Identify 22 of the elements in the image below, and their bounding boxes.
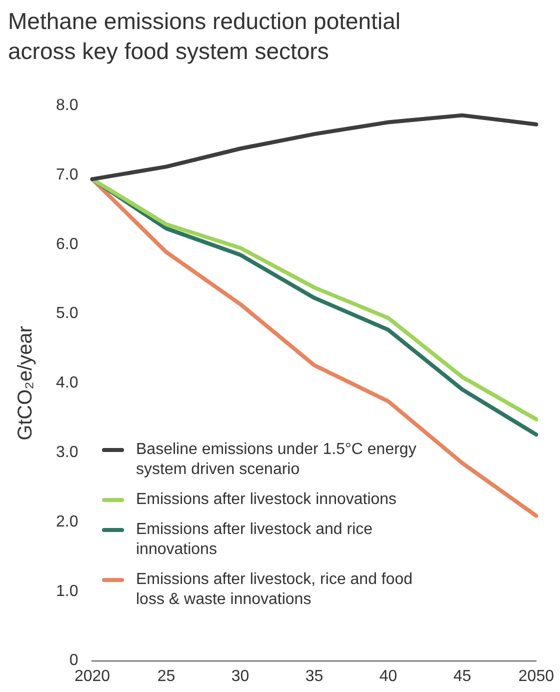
legend-label: Emissions after livestock innovations <box>136 490 397 510</box>
y-tick-label: 4.0 <box>56 374 78 392</box>
legend-label: Emissions after livestock and rice innovations <box>136 520 374 560</box>
x-tick-label: 30 <box>231 668 250 685</box>
y-tick-label: 3.0 <box>56 444 78 462</box>
legend-label: Baseline emissions under 1.5°C energy system driven scenario <box>136 440 418 480</box>
legend-label: Emissions after livestock, rice and food loss & waste innovations <box>136 570 414 610</box>
y-tick-label: 7.0 <box>56 166 78 184</box>
y-tick-label: 1.0 <box>56 582 78 600</box>
y-tick-label: 0 <box>69 652 78 670</box>
x-tick-label: 35 <box>305 668 324 685</box>
x-tick-label: 45 <box>453 668 472 685</box>
x-tick-label: 2050 <box>518 668 554 685</box>
x-tick-label: 40 <box>379 668 398 685</box>
x-tick-label: 25 <box>157 668 176 685</box>
y-tick-label: 6.0 <box>56 236 78 253</box>
y-tick-label: 2.0 <box>56 513 78 530</box>
y-tick-label: 5.0 <box>56 305 78 322</box>
x-tick-label: 2020 <box>74 668 110 685</box>
y-axis-title: GtCO₂e/year <box>14 326 37 440</box>
chart-title: Methane emissions reduction potential across key food system sectors <box>8 7 402 66</box>
y-tick-label: 8.0 <box>56 97 78 114</box>
